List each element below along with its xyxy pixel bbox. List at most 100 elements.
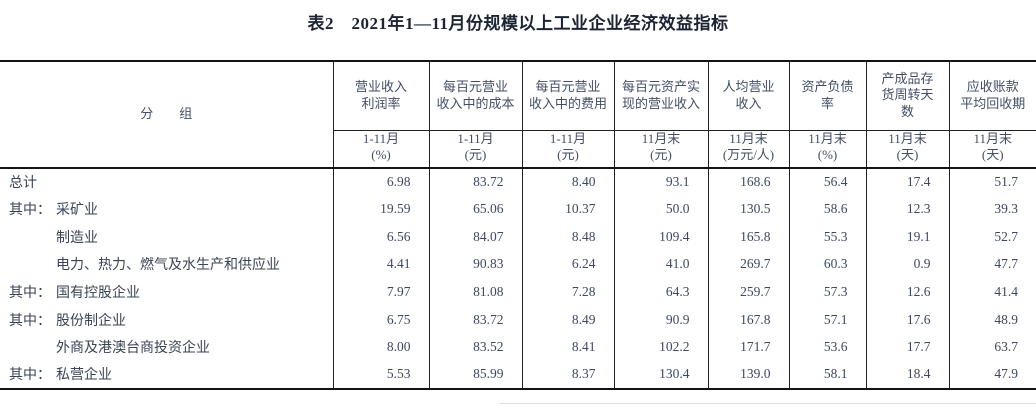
table-title: 表2 2021年1—11月份规模以上工业企业经济效益指标 <box>307 14 729 33</box>
table-cell: 53.6 <box>788 333 866 361</box>
unit-cell: 11月末 (%) <box>788 130 866 169</box>
table-cell: 83.72 <box>428 305 522 334</box>
table-cell: 56.4 <box>788 167 866 196</box>
table-cell: 48.9 <box>948 305 1036 334</box>
table-cell: 165.8 <box>707 222 789 251</box>
table-cell: 93.1 <box>613 167 708 196</box>
unit-cell: 11月末 (万元/人) <box>707 130 789 169</box>
table-cell: 81.08 <box>428 278 522 306</box>
table-cell: 6.75 <box>332 305 429 334</box>
table-cell: 0.9 <box>865 250 949 279</box>
unit-cell: 1-11月 (%) <box>332 130 429 169</box>
economic-indicators-table: 分 组 营业收入 利润率 每百元营业 收入中的成本 每百元营业 收入中的费用 <box>0 60 1036 390</box>
table-row-total: 总计 6.98 83.72 8.40 93.1 168.6 56.4 17.4 … <box>0 167 1036 196</box>
table-cell: 12.6 <box>865 278 949 306</box>
header-unit-row: 1-11月 (%) 1-11月 (元) 1-11月 (元) 11月末 (元) <box>0 130 1036 169</box>
table-cell: 109.4 <box>613 222 708 251</box>
table-cell: 5.53 <box>332 360 429 389</box>
table-cell: 64.3 <box>613 278 708 306</box>
table-cell: 6.56 <box>332 222 429 251</box>
table-cell: 52.7 <box>948 222 1036 251</box>
column-header-group: 分 组 <box>0 61 333 169</box>
table-row-foreign-invested: 外商及港澳台商投资企业 8.00 83.52 8.41 102.2 171.7 … <box>0 333 1036 361</box>
table-cell: 58.1 <box>788 360 866 389</box>
row-label: 其中： 私营企业 <box>9 368 112 384</box>
table-cell: 58.6 <box>788 195 866 223</box>
column-header-debt-ratio: 资产负债 率 <box>788 61 866 131</box>
table-cell: 39.3 <box>948 195 1036 223</box>
table-cell: 12.3 <box>865 195 949 223</box>
table-row-state-owned: 其中： 国有控股企业 7.97 81.08 7.28 64.3 259.7 57.… <box>0 278 1036 306</box>
table-cell: 65.06 <box>428 195 522 223</box>
table-cell: 84.07 <box>428 222 522 251</box>
page-divider-line <box>500 403 1036 404</box>
table-cell: 6.98 <box>332 167 429 196</box>
table-cell: 171.7 <box>707 333 789 361</box>
table-cell: 18.4 <box>865 360 949 389</box>
table-cell: 7.97 <box>332 278 429 306</box>
table-cell: 8.48 <box>521 222 614 251</box>
unit-cell: 11月末 (元) <box>613 130 708 169</box>
table-cell: 19.1 <box>865 222 949 251</box>
table-cell: 60.3 <box>788 250 866 279</box>
unit-cell: 1-11月 (元) <box>428 130 522 169</box>
table-cell: 7.28 <box>521 278 614 306</box>
table-cell: 8.41 <box>521 333 614 361</box>
table-cell: 47.7 <box>948 250 1036 279</box>
table-cell: 17.6 <box>865 305 949 334</box>
column-header-inventory-turnover-days: 产成品存 货周转天 数 <box>865 61 949 131</box>
table-cell: 130.5 <box>707 195 789 223</box>
column-header-revenue-per-capita: 人均营业 收入 <box>707 61 789 131</box>
column-header-receivables-collection-period: 应收账款 平均回收期 <box>948 61 1036 131</box>
table-cell: 17.7 <box>865 333 949 361</box>
table-cell: 83.72 <box>428 167 522 196</box>
column-header-cost-per-100: 每百元营业 收入中的成本 <box>428 61 522 131</box>
column-header-expense-per-100: 每百元营业 收入中的费用 <box>521 61 614 131</box>
table-cell: 63.7 <box>948 333 1036 361</box>
row-label: 总计 <box>9 176 37 192</box>
row-label: 制造业 <box>56 230 98 246</box>
table-row-manufacturing: 制造业 6.56 84.07 8.48 109.4 165.8 55.3 19.… <box>0 222 1036 251</box>
table-cell: 168.6 <box>707 167 789 196</box>
table-cell: 8.37 <box>521 360 614 389</box>
header-group-row: 分 组 营业收入 利润率 每百元营业 收入中的成本 每百元营业 收入中的费用 <box>0 61 1036 169</box>
table-row-shareholding: 其中： 股份制企业 6.75 83.72 8.49 90.9 167.8 57.1… <box>0 305 1036 334</box>
table-cell: 8.00 <box>332 333 429 361</box>
table-container: 分 组 营业收入 利润率 每百元营业 收入中的成本 每百元营业 收入中的费用 <box>0 60 1036 390</box>
table-header: 分 组 营业收入 利润率 每百元营业 收入中的成本 每百元营业 收入中的费用 <box>0 61 1036 169</box>
unit-cell: 1-11月 (元) <box>521 130 614 169</box>
row-label: 其中： 采矿业 <box>9 203 98 219</box>
row-label: 外商及港澳台商投资企业 <box>56 341 210 357</box>
table-cell: 47.9 <box>948 360 1036 389</box>
table-cell: 55.3 <box>788 222 866 251</box>
table-row-utilities: 电力、热力、燃气及水生产和供应业 4.41 90.83 6.24 41.0 26… <box>0 250 1036 279</box>
table-cell: 6.24 <box>521 250 614 279</box>
row-label: 其中： 股份制企业 <box>9 313 126 329</box>
table-cell: 130.4 <box>613 360 708 389</box>
table-cell: 51.7 <box>948 167 1036 196</box>
table-cell: 269.7 <box>707 250 789 279</box>
table-cell: 57.3 <box>788 278 866 306</box>
table-cell: 139.0 <box>707 360 789 389</box>
table-row-private: 其中： 私营企业 5.53 85.99 8.37 130.4 139.0 58.1… <box>0 360 1036 389</box>
table-cell: 41.0 <box>613 250 708 279</box>
unit-cell: 11月末 (天) <box>865 130 949 169</box>
table-cell: 57.1 <box>788 305 866 334</box>
table-body: 总计 6.98 83.72 8.40 93.1 168.6 56.4 17.4 … <box>0 167 1036 389</box>
table-cell: 102.2 <box>613 333 708 361</box>
table-cell: 83.52 <box>428 333 522 361</box>
table-cell: 10.37 <box>521 195 614 223</box>
table-cell: 90.9 <box>613 305 708 334</box>
row-label: 电力、热力、燃气及水生产和供应业 <box>56 258 280 274</box>
table-cell: 19.59 <box>332 195 429 223</box>
table-cell: 4.41 <box>332 250 429 279</box>
table-cell: 17.4 <box>865 167 949 196</box>
table-cell: 90.83 <box>428 250 522 279</box>
table-row-mining: 其中： 采矿业 19.59 65.06 10.37 50.0 130.5 58.6… <box>0 195 1036 223</box>
table-cell: 259.7 <box>707 278 789 306</box>
unit-cell: 11月末 (天) <box>948 130 1036 169</box>
column-header-profit-rate: 营业收入 利润率 <box>332 61 429 131</box>
table-cell: 8.49 <box>521 305 614 334</box>
table-cell: 50.0 <box>613 195 708 223</box>
